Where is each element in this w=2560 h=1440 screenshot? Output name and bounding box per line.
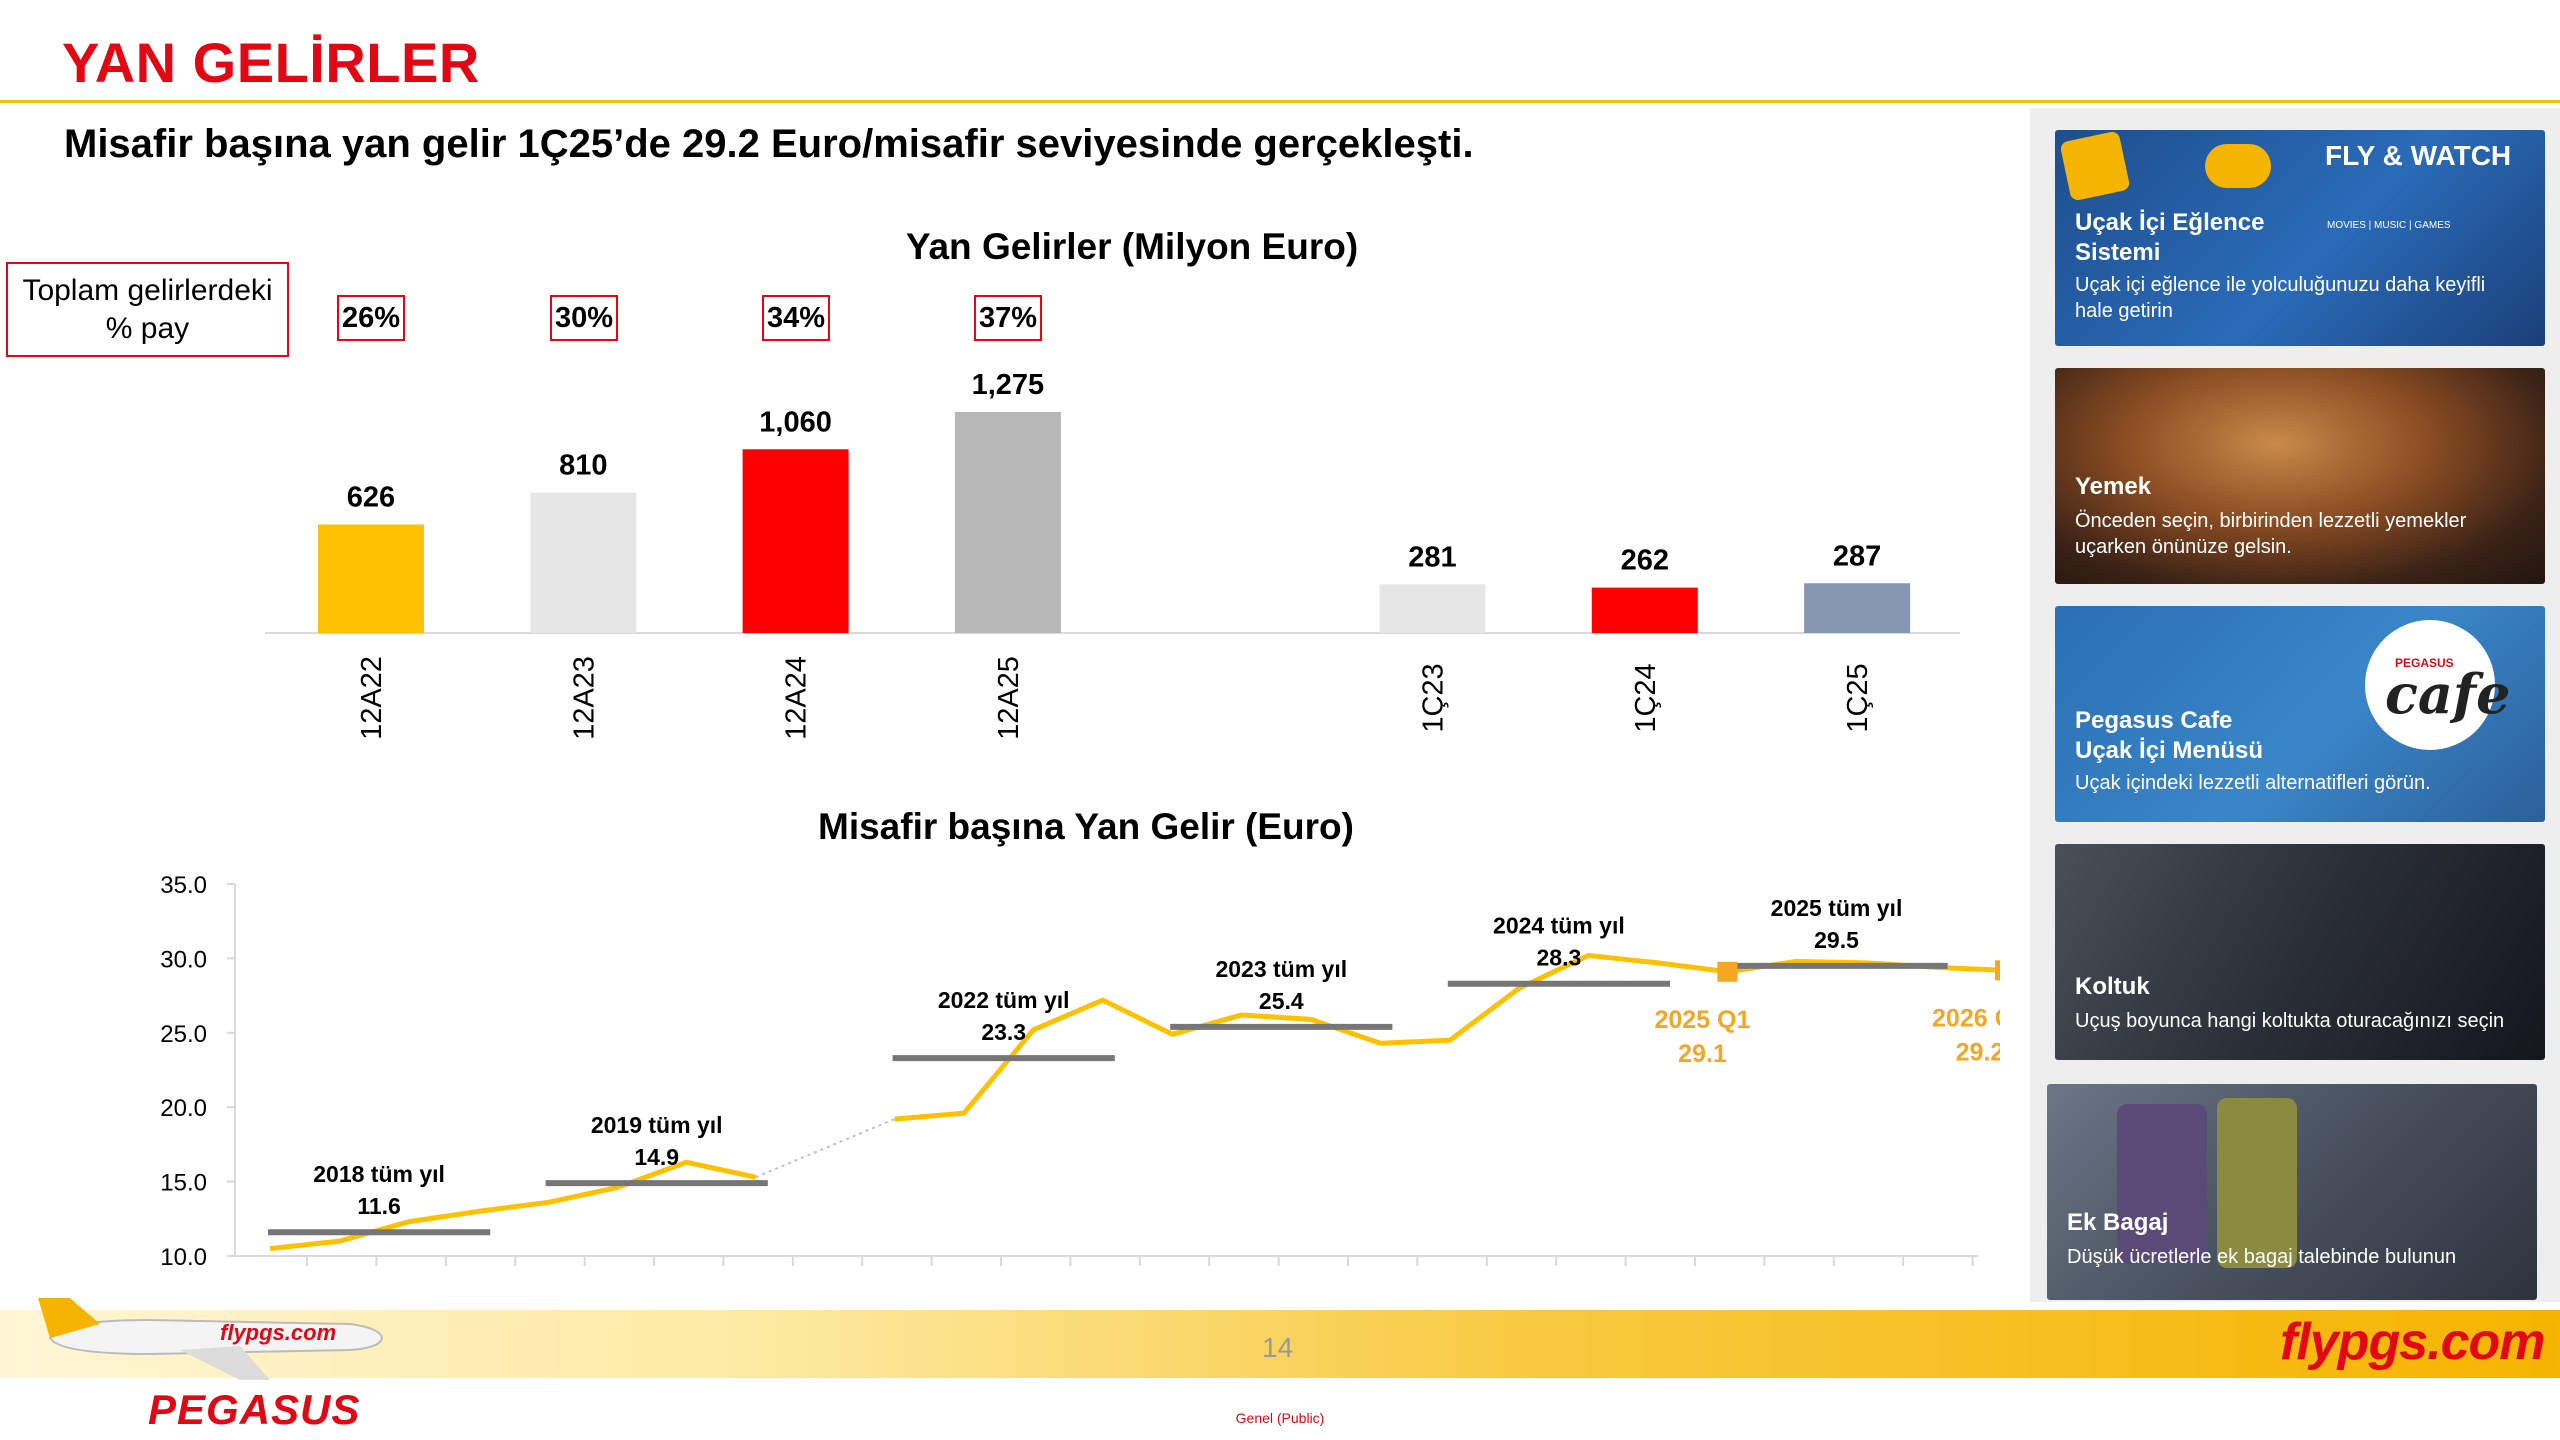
fly-watch-subtitle: MOVIES | MUSIC | GAMES xyxy=(2327,220,2451,231)
bar xyxy=(1804,583,1911,633)
suitcase-icon xyxy=(2217,1098,2297,1268)
share-percentage: 34% xyxy=(762,295,830,341)
bar-chart-title: Yan Gelirler (Milyon Euro) xyxy=(905,226,1359,267)
service-card-description: Önceden seçin, birbirinden lezzetli yeme… xyxy=(2075,510,2467,558)
series-line xyxy=(894,952,2000,1122)
service-card-meal[interactable]: Yemek Önceden seçin, birbirinden lezzetl… xyxy=(2055,368,2545,584)
service-card-seat[interactable]: Koltuk Uçuş boyunca hangi koltukta otura… xyxy=(2055,844,2545,1060)
page-number: 14 xyxy=(1262,1332,1294,1363)
annual-average-label: 2023 tüm yıl xyxy=(1215,956,1347,982)
footer-band xyxy=(0,1310,2560,1378)
quarter-marker xyxy=(1995,960,2000,981)
title-divider xyxy=(0,100,2560,103)
quarter-label: 2026 Q1 xyxy=(1932,1004,2000,1032)
slide-title: YAN GELİRLER xyxy=(62,31,480,94)
service-card-title: Koltuk xyxy=(2075,973,2150,1000)
bar-value-label: 1,060 xyxy=(759,406,832,438)
suitcase-icon xyxy=(2117,1104,2207,1264)
cafe-logo-text: cafe xyxy=(2385,662,2511,726)
annual-average-label: 2022 tüm yıl xyxy=(938,987,1070,1013)
service-card-description: Uçak içindeki lezzetli alternatifleri gö… xyxy=(2075,772,2431,794)
category-label: 12A23 xyxy=(568,656,600,740)
annual-average-value: 14.9 xyxy=(634,1144,679,1170)
cafe-logo-brand: PEGASUS xyxy=(2395,656,2454,670)
quarter-value: 29.1 xyxy=(1678,1040,1727,1068)
service-card-entertainment[interactable]: FLY & WATCH MOVIES | MUSIC | GAMES Uçak … xyxy=(2055,130,2545,346)
y-tick-label: 20.0 xyxy=(160,1095,207,1122)
category-label: 12A25 xyxy=(993,656,1025,740)
annual-average-value: 11.6 xyxy=(357,1193,401,1219)
share-percentage: 37% xyxy=(974,295,1042,341)
y-tick-label: 25.0 xyxy=(160,1021,207,1048)
service-card-description: Uçak içi eğlence ile yolculuğunuzu daha … xyxy=(2075,274,2486,322)
popcorn-icon xyxy=(2059,130,2131,202)
annual-average-value: 29.5 xyxy=(1814,927,1859,953)
service-card-title: Pegasus Cafe Uçak İçi Menüsü xyxy=(2075,707,2264,764)
y-tick-label: 35.0 xyxy=(160,872,207,899)
quarter-marker xyxy=(1717,961,1738,982)
annual-average-value: 25.4 xyxy=(1259,988,1304,1014)
footer-brand-logo: flypgs.com xyxy=(2280,1313,2545,1371)
annual-average-label: 2025 tüm yıl xyxy=(1771,895,1903,921)
annual-average-label: 2024 tüm yıl xyxy=(1493,913,1625,939)
service-card-baggage[interactable]: Ek Bagaj Düşük ücretlerle ek bagaj taleb… xyxy=(2047,1084,2537,1300)
bar-value-label: 262 xyxy=(1621,545,1669,577)
gamepad-icon xyxy=(2205,144,2271,188)
plane-livery-text: flypgs.com xyxy=(220,1320,336,1345)
bar-value-label: 810 xyxy=(559,450,607,482)
ancillary-revenue-bar-chart: 626 12A22 810 12A23 1,060 12A24 1,275 12A25 281 1… xyxy=(265,369,1960,740)
bar xyxy=(530,492,637,633)
series-gap-dotted-line xyxy=(755,1118,895,1179)
service-card-title: Ek Bagaj xyxy=(2067,1209,2169,1236)
service-card-cafe[interactable]: cafe PEGASUS Pegasus Cafe Uçak İçi Menüs… xyxy=(2055,606,2545,822)
annual-average-value: 23.3 xyxy=(981,1019,1026,1045)
service-card-title: Uçak İçi Eğlence Sistemi xyxy=(2075,209,2265,266)
bar-value-label: 626 xyxy=(347,481,395,513)
line-chart-title: Misafir başına Yan Gelir (Euro) xyxy=(818,806,1354,847)
y-tick-label: 10.0 xyxy=(160,1244,207,1271)
quarter-label: 2025 Q1 xyxy=(1654,1006,1750,1034)
share-percentage: 30% xyxy=(550,295,618,341)
series-line xyxy=(269,1159,757,1252)
bar-value-label: 281 xyxy=(1408,541,1456,573)
bar xyxy=(742,449,849,633)
pegasus-logo: PEGASUS xyxy=(148,1386,361,1433)
bar xyxy=(954,412,1061,633)
cafe-logo-icon xyxy=(2365,620,2495,750)
category-label: 1Ç25 xyxy=(1842,663,1874,732)
category-label: 12A22 xyxy=(356,656,388,740)
annual-average-label: 2019 tüm yıl xyxy=(591,1112,723,1138)
y-tick-label: 15.0 xyxy=(160,1170,207,1197)
slide-subtitle: Misafir başına yan gelir 1Ç25’de 29.2 Eu… xyxy=(64,122,1474,166)
classification-label: Genel (Public) xyxy=(1235,1410,1325,1426)
service-card-description: Uçuş boyunca hangi koltukta oturacağınız… xyxy=(2075,1010,2505,1032)
category-label: 1Ç23 xyxy=(1418,663,1450,732)
share-percentage: 26% xyxy=(337,295,405,341)
bar xyxy=(318,524,424,633)
annual-average-label: 2018 tüm yıl xyxy=(313,1161,445,1187)
bar-value-label: 287 xyxy=(1833,540,1881,572)
fly-watch-logo: FLY & WATCH xyxy=(2325,140,2512,171)
airplane-icon: flypgs.com xyxy=(38,1298,384,1380)
annual-average-value: 28.3 xyxy=(1537,945,1582,971)
category-label: 12A24 xyxy=(781,656,813,740)
service-card-description: Düşük ücretlerle ek bagaj talebinde bulu… xyxy=(2067,1246,2457,1268)
bar-value-label: 1,275 xyxy=(972,369,1045,401)
quarter-value: 29.2 xyxy=(1956,1038,2000,1066)
ancillary-per-guest-line-chart: 10.0 15.0 20.0 25.0 30.0 35.0 2018 tüm yıl 11.6… xyxy=(160,872,2000,1271)
y-tick-label: 30.0 xyxy=(160,946,207,973)
category-label: 1Ç24 xyxy=(1630,663,1662,732)
service-card-title: Yemek xyxy=(2075,473,2152,500)
revenue-share-label-box: Toplam gelirlerdeki % pay xyxy=(6,262,289,357)
bar xyxy=(1591,587,1698,633)
bar xyxy=(1379,584,1486,633)
